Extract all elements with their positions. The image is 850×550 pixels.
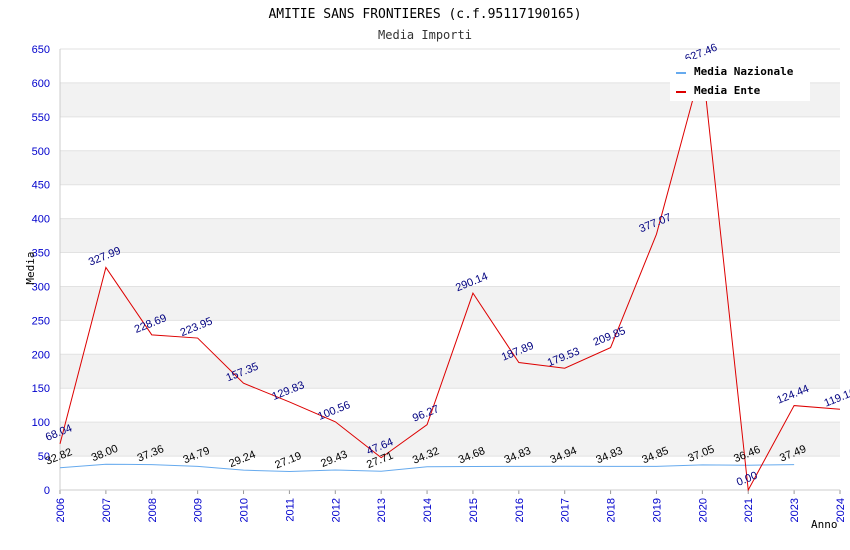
legend-label-media-nazionale: Media Nazionale (694, 65, 794, 78)
x-tick-label: 2009 (193, 498, 205, 522)
grid-band (60, 218, 840, 253)
legend-label-media-ente: Media Ente (694, 84, 761, 97)
x-tick-label: 2021 (743, 498, 755, 522)
x-axis-ticks: 2006 2007 2008 2009 2010 2011 2012 2013 2014 2015… (55, 490, 847, 522)
data-label: 119.1( (823, 387, 850, 410)
x-tick-label: 2012 (330, 498, 342, 522)
x-tick-label: 2015 (468, 498, 480, 522)
y-tick-label: 100 (32, 417, 50, 429)
x-tick-label: 2014 (422, 498, 434, 522)
x-axis-title: Anno (811, 518, 838, 531)
y-tick-label: 650 (32, 44, 50, 56)
y-axis-title: Media (24, 251, 37, 284)
grid-band (60, 422, 840, 457)
x-tick-label: 2007 (101, 498, 113, 522)
grid-band (60, 150, 840, 185)
series-line-media-ente (59, 64, 841, 492)
x-tick-label: 2013 (376, 498, 388, 522)
y-tick-label: 0 (44, 485, 50, 497)
y-tick-label: 550 (32, 112, 50, 124)
x-tick-label: 2006 (55, 498, 67, 522)
data-label: 32.82 (44, 446, 74, 467)
y-tick-label: 300 (32, 281, 50, 293)
y-tick-label: 250 (32, 315, 50, 327)
x-tick-label: 2018 (606, 498, 618, 522)
y-tick-label: 150 (32, 383, 50, 395)
x-tick-label: 2023 (789, 498, 801, 522)
x-tick-label: 2008 (147, 498, 159, 522)
x-tick-label: 2019 (651, 498, 663, 522)
data-label: 100.56 (316, 399, 352, 423)
x-tick-label: 2011 (284, 498, 296, 522)
legend: Media Nazionale Media Ente (670, 59, 810, 101)
grid-bands (60, 48, 840, 491)
chart-subtitle: Media Importi (378, 28, 472, 42)
chart-title: AMITIE SANS FRONTIERES (c.f.95117190165) (268, 7, 581, 22)
y-tick-label: 600 (32, 78, 50, 90)
data-label: 0.00 (735, 470, 759, 489)
y-tick-label: 500 (32, 146, 50, 158)
x-tick-label: 2010 (239, 498, 251, 522)
x-tick-label: 2024 (835, 498, 847, 522)
y-tick-label: 350 (32, 248, 50, 260)
y-tick-label: 450 (32, 180, 50, 192)
y-tick-label: 200 (32, 349, 50, 361)
data-label: 96.27 (411, 403, 441, 424)
y-axis-ticks: 0 50 100 150 200 250 300 350 400 450 500 550 600 650 (32, 44, 50, 497)
x-tick-label: 2017 (560, 498, 572, 522)
y-tick-label: 50 (38, 451, 50, 463)
data-label: 209.85 (592, 325, 628, 349)
series-line-media-nazionale (59, 463, 795, 473)
y-tick-label: 400 (32, 214, 50, 226)
legend-box (670, 59, 810, 101)
x-tick-label: 2016 (514, 498, 526, 522)
x-tick-label: 2020 (697, 498, 709, 522)
grid-band (60, 286, 840, 321)
series-layer (59, 64, 841, 492)
